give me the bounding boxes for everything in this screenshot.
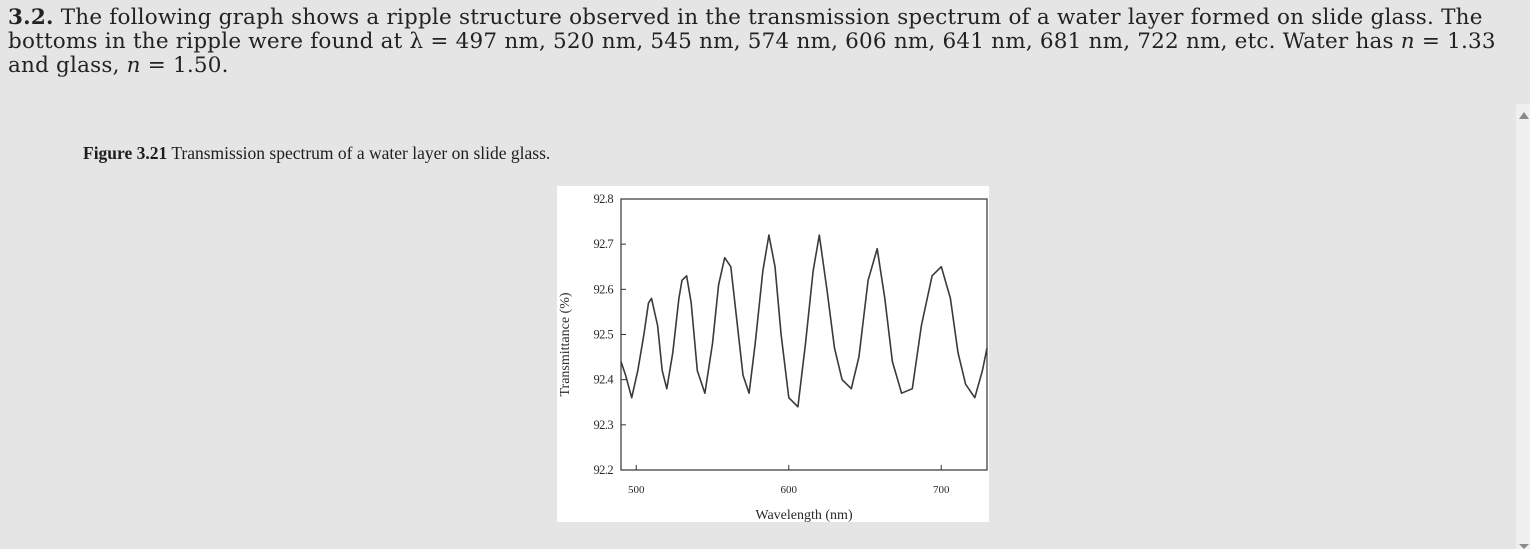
spectrum-figure: 92.8 92.7 92.6 92.5 92.4 92.3 92.2 500 600 700 Wav… <box>557 186 989 522</box>
x-tick-label: 700 <box>933 484 950 496</box>
scrollbar[interactable] <box>1516 104 1530 549</box>
problem-line-3-text: and glass, <box>8 53 127 78</box>
y-tick-label: 92.7 <box>594 237 614 251</box>
y-tick-label: 92.4 <box>594 373 615 387</box>
figure-caption: Figure 3.21 Transmission spectrum of a w… <box>83 143 550 164</box>
y-tick-label: 92.3 <box>594 418 614 432</box>
problem-statement: 3.2. The following graph shows a ripple … <box>8 6 1530 78</box>
y-axis-label: Transmittance (%) <box>558 292 573 396</box>
y-tick-label: 92.6 <box>594 282 614 296</box>
scroll-up-arrow-icon[interactable] <box>1519 112 1529 119</box>
problem-number: 3.2. <box>8 5 54 30</box>
transmission-chart: 92.8 92.7 92.6 92.5 92.4 92.3 92.2 500 600 700 Wav… <box>558 192 988 522</box>
plot-frame <box>620 198 988 471</box>
water-index-value: = 1.33 <box>1414 29 1496 54</box>
problem-line-2: bottoms in the ripple were found at λ = … <box>8 30 1530 54</box>
y-tick-label: 92.2 <box>594 463 614 477</box>
problem-line-1: 3.2. The following graph shows a ripple … <box>8 6 1530 30</box>
y-tick-label: 92.5 <box>594 328 614 342</box>
x-tick-label: 600 <box>781 484 798 496</box>
x-axis-label: Wavelength (nm) <box>755 508 853 522</box>
scroll-down-arrow-icon[interactable] <box>1519 544 1529 549</box>
problem-line-3: and glass, n = 1.50. <box>8 54 1530 78</box>
glass-index-value: = 1.50. <box>140 53 229 78</box>
figure-caption-text: Transmission spectrum of a water layer o… <box>167 143 551 163</box>
problem-line-1-text: The following graph shows a ripple struc… <box>53 5 1483 30</box>
y-tick-label: 92.8 <box>594 192 614 206</box>
problem-line-2-text: bottoms in the ripple were found at λ = … <box>8 29 1401 54</box>
water-index-variable: n <box>1400 29 1415 54</box>
figure-label: Figure 3.21 <box>83 143 168 163</box>
x-tick-label: 500 <box>628 484 645 496</box>
transmittance-series-line <box>620 234 988 408</box>
glass-index-variable: n <box>126 53 141 78</box>
